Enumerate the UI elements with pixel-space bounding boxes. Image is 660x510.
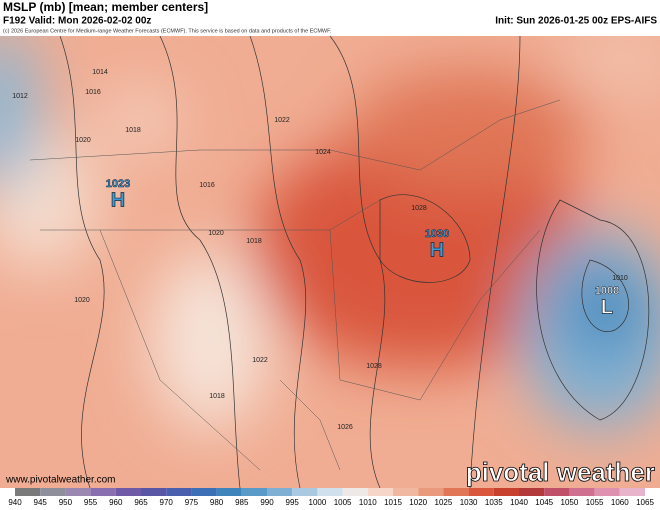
colorbar-segment: [317, 488, 343, 496]
colorbar-tick-label: 955: [84, 498, 98, 507]
colorbar-segment: [493, 488, 519, 496]
center-value: 1008: [595, 285, 619, 297]
colorbar-tick-label: 1005: [334, 498, 352, 507]
colorbar-segment: [619, 488, 645, 496]
colorbar-tick-label: 950: [59, 498, 73, 507]
colorbar-segment: [393, 488, 419, 496]
colorbar-tick-label: 1060: [611, 498, 629, 507]
colorbar-segment: [191, 488, 217, 496]
valid-time: F192 Valid: Mon 2026-02-02 00z: [3, 16, 151, 27]
colorbar-segment: [418, 488, 444, 496]
isobar-label: 1012: [12, 93, 28, 100]
colorbar-tick-label: 1055: [586, 498, 604, 507]
colorbar-tick-label: 1035: [485, 498, 503, 507]
colorbar-tick-label: 1025: [435, 498, 453, 507]
colorbar-tick-label: 1045: [535, 498, 553, 507]
colorbar-segment: [267, 488, 293, 496]
isobar-label: 1016: [85, 89, 101, 96]
colorbar-tick-label: 1015: [384, 498, 402, 507]
map: [0, 36, 660, 488]
isobar-label: 1018: [125, 127, 141, 134]
colorbar-segment: [569, 488, 595, 496]
colorbar-tick-label: 970: [160, 498, 174, 507]
colorbar-tick-label: 945: [34, 498, 48, 507]
isobar-label: 1026: [337, 424, 353, 431]
colorbar-tick-label: 960: [109, 498, 123, 507]
isobar-label: 1024: [315, 149, 331, 156]
isobar-label: 1018: [246, 238, 262, 245]
colorbar-segment: [15, 488, 41, 496]
colorbar-segment: [342, 488, 368, 496]
colorbar-segment: [292, 488, 318, 496]
title: MSLP (mb) [mean; member centers]: [3, 0, 208, 14]
colorbar-tick-label: 940: [8, 498, 22, 507]
logo: pivotal weather: [466, 457, 655, 487]
isobar-label: 1028: [411, 205, 427, 212]
colorbar-tick-label: 990: [260, 498, 274, 507]
isobar-label: 1022: [252, 357, 268, 364]
colorbar-segment: [443, 488, 469, 496]
colorbar-tick-label: 1040: [510, 498, 528, 507]
website: www.pivotalweather.com: [5, 475, 116, 486]
center-value: 1023: [106, 178, 130, 190]
colorbar-segment: [594, 488, 620, 496]
colorbar-tick-label: 975: [185, 498, 199, 507]
isobar-label: 1020: [74, 297, 90, 304]
colorbar-tick-label: 1010: [359, 498, 377, 507]
colorbar-segment: [40, 488, 66, 496]
colorbar-tick-label: 1030: [460, 498, 478, 507]
colorbar-tick-label: 1065: [636, 498, 654, 507]
colorbar-tick-label: 980: [210, 498, 224, 507]
isobar-label: 1010: [612, 275, 628, 282]
colorbar-segment: [468, 488, 494, 496]
copyright: (c) 2026 European Centre for Medium-rang…: [3, 28, 332, 34]
colorbar-tick-label: 985: [235, 498, 249, 507]
colorbar-segment: [141, 488, 167, 496]
isobar-label: 1020: [208, 230, 224, 237]
colorbar-segment: [115, 488, 141, 496]
colorbar-tick-label: 1050: [561, 498, 579, 507]
colorbar-segment: [65, 488, 91, 496]
colorbar-tick-label: 965: [134, 498, 148, 507]
colorbar-segment: [216, 488, 242, 496]
isobar-label: 1016: [199, 182, 215, 189]
center-letter: H: [111, 189, 125, 211]
init-time: Init: Sun 2026-01-25 00z EPS-AIFS: [495, 16, 657, 27]
center-letter: L: [601, 296, 613, 318]
colorbar-segment: [241, 488, 267, 496]
colorbar-segment: [544, 488, 570, 496]
colorbar-tick-label: 995: [286, 498, 300, 507]
center-letter: H: [430, 239, 444, 261]
colorbar-tick-label: 1000: [309, 498, 327, 507]
center-value: 1030: [425, 228, 449, 240]
colorbar-segment: [90, 488, 116, 496]
isobar-label: 1022: [274, 117, 290, 124]
isobar-label: 1028: [366, 363, 382, 370]
colorbar-segment: [367, 488, 393, 496]
colorbar-segment: [519, 488, 545, 496]
colorbar: 940 945 950 955 960 965 970 975 980 985 990 995 1000…: [8, 488, 654, 507]
isobar-label: 1018: [209, 393, 225, 400]
isobar-label: 1020: [75, 137, 91, 144]
colorbar-tick-label: 1020: [409, 498, 427, 507]
colorbar-segment: [166, 488, 192, 496]
isobar-label: 1014: [92, 69, 108, 76]
